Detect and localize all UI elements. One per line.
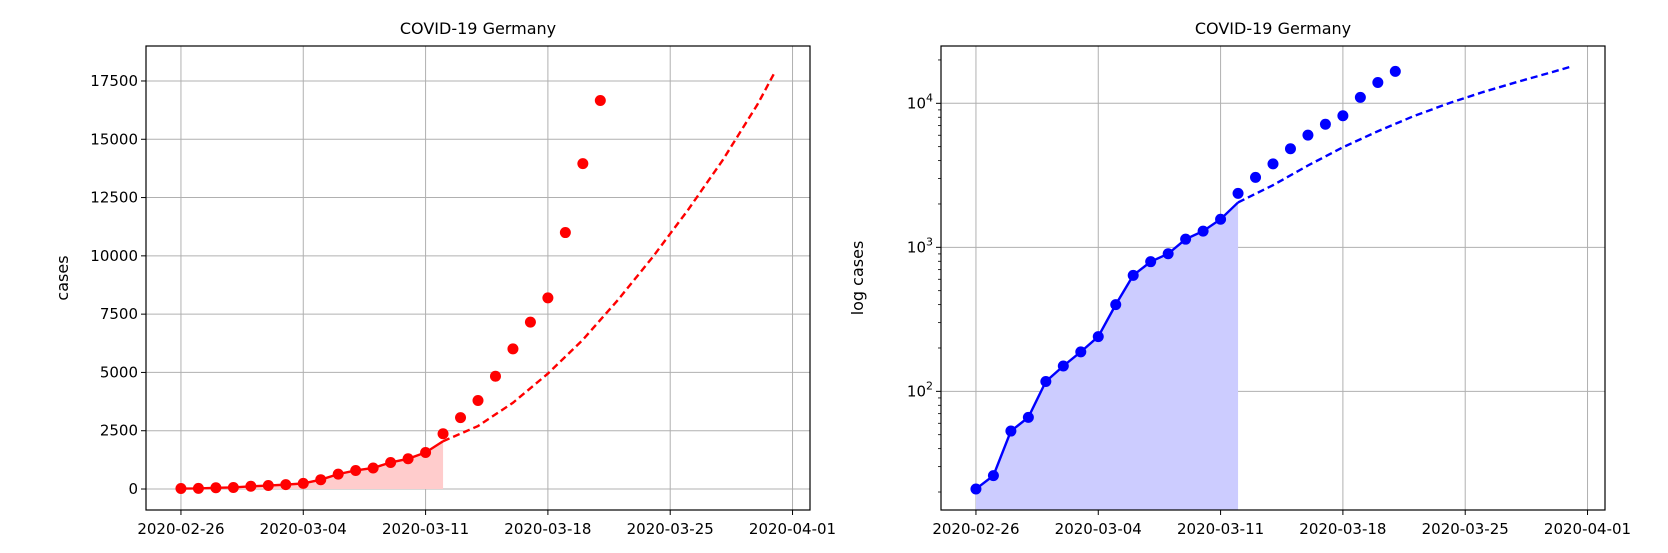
y-tick-label: 103 xyxy=(907,235,933,256)
data-point xyxy=(524,316,536,328)
axes-frame xyxy=(940,45,1606,511)
data-point xyxy=(192,482,204,494)
data-point xyxy=(1110,299,1122,311)
data-point xyxy=(1197,225,1209,237)
data-point xyxy=(1075,346,1087,358)
data-point xyxy=(420,446,432,458)
data-point xyxy=(1215,213,1227,225)
data-point xyxy=(210,482,222,494)
data-point xyxy=(1389,65,1401,77)
axes-frame xyxy=(145,45,811,511)
data-point xyxy=(594,95,606,107)
data-point xyxy=(1162,248,1174,260)
data-point xyxy=(262,480,274,492)
x-tick-label: 2020-03-18 xyxy=(504,520,591,538)
data-point xyxy=(402,453,414,465)
y-tick-label: 15000 xyxy=(90,130,138,148)
shaded-area xyxy=(975,202,1239,510)
data-point xyxy=(437,428,449,440)
data-point xyxy=(385,456,397,468)
shaded-area xyxy=(180,441,444,490)
x-tick-label: 2020-04-01 xyxy=(749,520,836,538)
data-point xyxy=(1232,187,1244,199)
y-tick-label: 102 xyxy=(907,379,933,400)
fit-line xyxy=(180,440,444,490)
data-point xyxy=(1267,158,1279,170)
x-tick-label: 2020-02-26 xyxy=(137,520,224,538)
data-point xyxy=(1372,76,1384,88)
data-point xyxy=(1180,233,1192,245)
data-point xyxy=(245,480,257,492)
x-tick-label: 2020-03-04 xyxy=(1055,520,1142,538)
data-point xyxy=(1319,118,1331,130)
data-point xyxy=(175,483,187,495)
data-point xyxy=(489,370,501,382)
chart-panel-2: 2020-02-26 2020-03-04 2020-03-11 2020-03-18… xyxy=(848,19,1631,538)
data-point xyxy=(1057,360,1069,372)
data-point xyxy=(1354,91,1366,103)
x-tick-label: 2020-03-25 xyxy=(1422,520,1509,538)
data-point xyxy=(1040,376,1052,388)
y-tick-label: 17500 xyxy=(90,72,138,90)
data-point xyxy=(332,468,344,480)
data-point xyxy=(455,412,467,424)
forecast-line xyxy=(1237,65,1571,204)
data-point xyxy=(1145,256,1157,268)
y-tick-label: 2500 xyxy=(100,422,138,440)
data-point xyxy=(472,395,484,407)
data-point xyxy=(297,477,309,489)
data-point xyxy=(1337,110,1349,122)
fit-line xyxy=(975,201,1239,490)
y-tick-label: 104 xyxy=(907,91,933,112)
data-point xyxy=(970,483,982,495)
x-tick-label: 2020-03-04 xyxy=(260,520,347,538)
x-tick-label: 2020-02-26 xyxy=(932,520,1019,538)
y-tick-label: 0 xyxy=(128,480,138,498)
y-axis-label: log cases xyxy=(848,241,867,316)
data-point xyxy=(559,227,571,239)
x-tick-label: 2020-03-11 xyxy=(1177,520,1264,538)
data-point xyxy=(1127,269,1139,281)
data-point xyxy=(542,292,554,304)
y-axis-label: cases xyxy=(53,255,72,300)
chart-title: COVID-19 Germany xyxy=(1195,19,1351,38)
data-point xyxy=(507,343,519,355)
chart-title: COVID-19 Germany xyxy=(400,19,556,38)
data-point xyxy=(1250,171,1262,183)
x-tick-label: 2020-03-25 xyxy=(627,520,714,538)
data-point xyxy=(987,470,999,482)
data-point xyxy=(315,474,327,486)
data-point xyxy=(1302,129,1314,141)
data-point xyxy=(367,462,379,474)
y-tick-label: 5000 xyxy=(100,363,138,381)
data-point xyxy=(280,479,292,491)
x-tick-label: 2020-04-01 xyxy=(1544,520,1631,538)
y-tick-label: 7500 xyxy=(100,305,138,323)
forecast-line xyxy=(442,71,777,443)
x-tick-label: 2020-03-11 xyxy=(382,520,469,538)
chart-panel-1: 2020-02-26 2020-03-04 2020-03-11 2020-03-18… xyxy=(53,19,836,538)
data-point xyxy=(227,481,239,493)
data-point xyxy=(1005,425,1017,437)
data-point xyxy=(1284,143,1296,155)
data-point xyxy=(1092,331,1104,343)
data-point xyxy=(1022,411,1034,423)
data-point xyxy=(577,158,589,170)
data-point xyxy=(350,464,362,476)
x-tick-label: 2020-03-18 xyxy=(1299,520,1386,538)
y-tick-label: 10000 xyxy=(90,247,138,265)
y-tick-label: 12500 xyxy=(90,189,138,207)
